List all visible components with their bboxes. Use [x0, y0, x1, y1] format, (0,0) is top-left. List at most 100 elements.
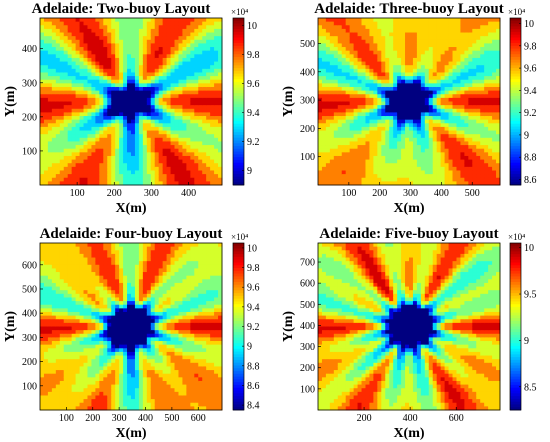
contour-cell [99, 47, 104, 52]
contour-cell [166, 39, 172, 44]
contour-cell [47, 355, 53, 360]
contour-cell [79, 319, 85, 324]
contour-cell [174, 79, 179, 84]
contour-cell [381, 119, 386, 124]
contour-cell [420, 97, 426, 102]
contour-cell [111, 39, 116, 44]
contour-cell [353, 94, 359, 99]
contour-cell [416, 101, 422, 106]
contour-cell [174, 54, 179, 59]
contour-cell [436, 112, 442, 117]
contour-cell [202, 130, 207, 135]
contour-cell [397, 28, 402, 34]
contour-cell [321, 47, 327, 52]
contour-cell [115, 130, 120, 135]
contour-cell [444, 155, 450, 161]
contour-cell [420, 170, 426, 175]
contour-cell [186, 47, 191, 52]
contour-cell [349, 174, 355, 179]
contour-cell [361, 25, 366, 30]
contour-cell [440, 112, 446, 117]
contour-cell [381, 79, 386, 84]
contour-cell [115, 112, 120, 117]
contour-cell [59, 322, 65, 327]
contour-cell [51, 36, 57, 41]
contour-cell [496, 119, 501, 124]
contour-cell [55, 359, 61, 364]
contour-cell [401, 119, 406, 124]
contour-cell [488, 54, 493, 59]
contour-cell [186, 119, 191, 124]
contour-cell [401, 86, 406, 92]
contour-cell [138, 116, 144, 121]
contour-cell [71, 43, 77, 48]
contour-cell [381, 97, 386, 102]
contour-cell [349, 155, 355, 161]
contour-cell [170, 21, 176, 26]
contour-cell [444, 43, 450, 48]
contour-cell [51, 163, 57, 168]
contour-cell [456, 86, 461, 92]
contour-cell [107, 25, 112, 30]
contour-cell [150, 134, 156, 139]
colorbar-swatch [510, 79, 521, 83]
contour-cell [341, 39, 347, 44]
contour-cell [393, 57, 398, 63]
contour-cell [464, 43, 469, 48]
contour-cell [103, 134, 108, 139]
contour-cell [99, 159, 104, 164]
contour-cell [127, 148, 132, 153]
contour-cell [496, 32, 501, 37]
contour-cell [190, 123, 195, 128]
contour-cell [373, 50, 378, 55]
contour-cell [51, 101, 57, 106]
contour-cell [377, 94, 382, 99]
contour-cell [178, 86, 183, 92]
contour-cell [103, 152, 108, 157]
contour-cell [127, 123, 132, 128]
contour-cell [401, 79, 406, 84]
contour-cell [182, 36, 187, 41]
contour-cell [436, 163, 442, 168]
contour-cell [75, 243, 81, 248]
contour-cell [329, 148, 335, 153]
contour-cell [127, 105, 132, 110]
contour-cell [55, 47, 61, 52]
contour-cell [83, 370, 88, 375]
contour-cell [476, 39, 481, 44]
contour-cell [75, 134, 81, 139]
contour-cell [452, 148, 457, 153]
contour-cell [59, 308, 65, 313]
contour-cell [79, 304, 85, 309]
contour-cell [182, 68, 187, 73]
contour-cell [214, 79, 219, 84]
contour-cell [119, 97, 124, 102]
contour-cell [47, 261, 53, 266]
contour-cell [476, 68, 481, 73]
colorbar-exponent: ×10⁴ [508, 7, 525, 17]
contour-cell [142, 145, 148, 150]
contour-cell [206, 50, 211, 55]
contour-cell [40, 366, 45, 371]
contour-cell [40, 261, 45, 266]
contour-cell [107, 141, 112, 146]
contour-cell [401, 137, 406, 142]
contour-cell [393, 18, 398, 23]
contour-cell [91, 181, 96, 186]
contour-cell [405, 47, 410, 52]
contour-cell [460, 97, 465, 102]
contour-cell [385, 159, 390, 164]
contour-cell [75, 43, 81, 48]
contour-cell [333, 72, 339, 77]
colorbar-swatch [510, 62, 521, 66]
contour-cell [43, 333, 49, 338]
contour-cell [99, 61, 104, 66]
contour-cell [166, 54, 172, 59]
contour-cell [75, 304, 81, 309]
colorbar-swatch [233, 179, 244, 183]
contour-cell [79, 297, 85, 302]
contour-cell [138, 123, 144, 128]
contour-cell [444, 86, 450, 92]
contour-cell [428, 155, 434, 161]
contour-cell [337, 32, 343, 37]
